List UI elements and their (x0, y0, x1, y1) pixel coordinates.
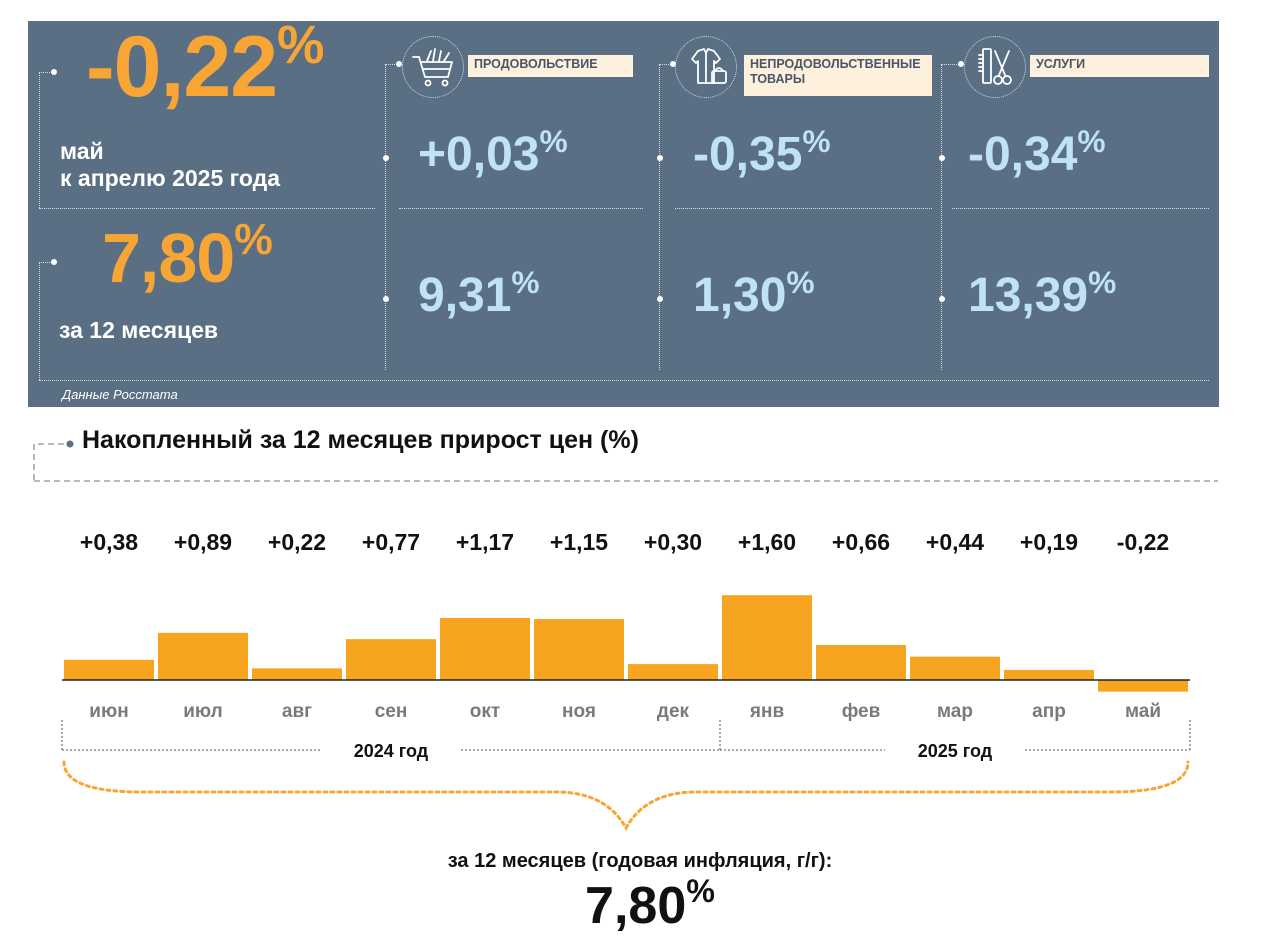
bar-окт (440, 617, 530, 680)
tick-label-фев: фев (842, 701, 881, 722)
data-label-ноя: +1,15 (550, 529, 608, 555)
tick-label-дек: дек (657, 701, 690, 722)
tick-label-янв: янв (749, 701, 784, 722)
annual-inflation-label: за 12 месяцев (годовая инфляция, г/г): (447, 850, 833, 872)
bar-сен (346, 639, 436, 680)
connector-dot (939, 296, 945, 302)
shopping-cart-icon (402, 36, 464, 98)
data-source-note: Данные Росстата (62, 387, 178, 402)
year-label: 2025 год (918, 741, 993, 761)
connector-dot (657, 155, 663, 161)
tick-label-июл: июл (183, 701, 223, 722)
data-label-апр: +0,19 (1020, 529, 1078, 555)
chart-title: Накопленный за 12 месяцев прирост цен (%… (82, 426, 639, 454)
data-label-авг: +0,22 (268, 529, 326, 555)
annual-cpi-value: 7,80% (102, 215, 273, 297)
monthly-cpi-bar-chart: +0,38 июн +0,89 июл +0,22 авг +0,77 сен +1,17 окт… (61, 529, 1191, 832)
tick-label-авг: авг (282, 701, 312, 722)
tick-label-мар: мар (937, 701, 973, 722)
data-label-мар: +0,44 (926, 529, 984, 555)
connector-dot (383, 296, 389, 302)
connector-dot (396, 61, 402, 67)
data-label-июн: +0,38 (80, 529, 138, 555)
chart-title-frame (33, 440, 1218, 482)
annual-sum-brace (62, 760, 1190, 832)
bar-ноя (534, 619, 624, 680)
connector-dot (657, 296, 663, 302)
divider (659, 64, 673, 65)
data-label-янв: +1,60 (738, 529, 796, 555)
food-monthly-value: +0,03% (418, 123, 568, 181)
tick-label-май: май (1125, 701, 1161, 722)
services-annual-value: 13,39% (968, 264, 1117, 322)
bar-дек (628, 664, 718, 680)
tick-label-ноя: ноя (562, 701, 596, 722)
monthly-cpi-label: май к апрелю 2025 года (60, 138, 281, 191)
bar-янв (722, 595, 812, 680)
divider (675, 208, 932, 209)
divider (399, 208, 643, 209)
monthly-cpi-value: -0,22% (86, 16, 324, 115)
category-label-services: УСЛУГИ (1030, 55, 1209, 77)
jacket-bag-icon (675, 36, 737, 98)
connector-dot (670, 61, 676, 67)
data-label-июл: +0,89 (174, 529, 232, 555)
bar-май (1098, 680, 1188, 692)
bar-авг (252, 668, 342, 680)
food-annual-value: 9,31% (418, 264, 540, 322)
services-monthly-value: -0,34% (968, 123, 1106, 181)
annual-cpi-label: за 12 месяцев (59, 317, 219, 343)
tick-label-июн: июн (89, 701, 128, 722)
nonfood-monthly-value: -0,35% (693, 123, 831, 181)
data-label-фев: +0,66 (832, 529, 890, 555)
connector-dot (51, 69, 57, 75)
bar-июл (158, 632, 248, 680)
divider (39, 72, 54, 73)
annual-inflation-value: 7,80% (585, 872, 715, 935)
nonfood-annual-value: 1,30% (693, 264, 815, 322)
connector-dot (939, 155, 945, 161)
tick-label-окт: окт (470, 701, 500, 722)
data-label-дек: +0,30 (644, 529, 702, 555)
summary-panel (28, 21, 1219, 407)
year-label: 2024 год (354, 741, 429, 761)
bar-мар (910, 656, 1000, 680)
divider (39, 208, 375, 209)
divider (39, 380, 1209, 381)
data-label-окт: +1,17 (456, 529, 514, 555)
data-label-сен: +0,77 (362, 529, 420, 555)
divider (952, 208, 1209, 209)
category-label-food: ПРОДОВОЛЬСТВИЕ (468, 55, 633, 77)
category-label-nonfood: НЕПРОДОВОЛЬСТВЕННЫЕ ТОВАРЫ (744, 55, 932, 96)
divider (39, 72, 40, 208)
bar-фев (816, 645, 906, 680)
divider (39, 262, 54, 263)
divider (385, 64, 386, 370)
divider (659, 64, 660, 370)
tick-label-апр: апр (1032, 701, 1066, 722)
divider (39, 262, 40, 380)
data-label-май: -0,22 (1117, 529, 1169, 555)
tick-label-сен: сен (375, 701, 408, 722)
divider (385, 64, 399, 65)
connector-dot (51, 259, 57, 265)
divider (941, 64, 942, 370)
bar-июн (64, 659, 154, 680)
bar-апр (1004, 669, 1094, 680)
connector-dot (958, 61, 964, 67)
divider (941, 64, 961, 65)
comb-scissors-icon (964, 36, 1026, 98)
connector-dot (383, 155, 389, 161)
